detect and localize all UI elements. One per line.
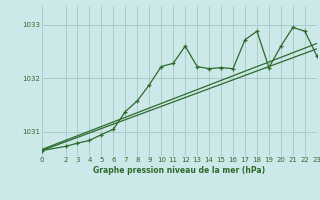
X-axis label: Graphe pression niveau de la mer (hPa): Graphe pression niveau de la mer (hPa) [93,166,265,175]
